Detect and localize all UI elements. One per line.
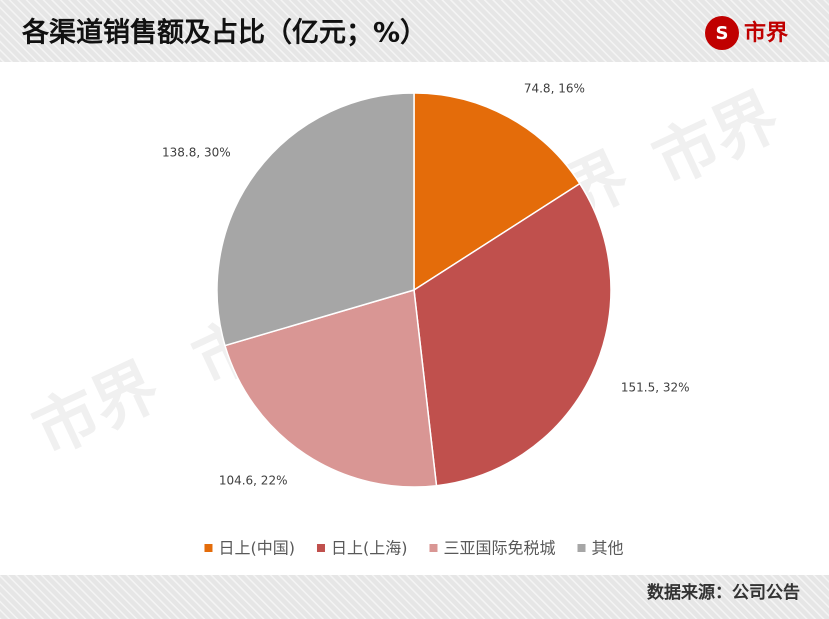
- chart-title: 各渠道销售额及占比（亿元；%）: [21, 17, 427, 49]
- legend-label: 日上(中国): [218, 539, 295, 558]
- source: 数据来源：公司公告: [647, 582, 800, 603]
- header-band: [0, 0, 829, 62]
- legend-swatch: [429, 544, 438, 552]
- legend-swatch: [577, 544, 586, 552]
- logo-icon: [705, 16, 739, 50]
- pie-slice: [413, 92, 581, 292]
- pie-slice: [224, 289, 438, 488]
- footer-band: [0, 575, 829, 619]
- logo-icon-mark: S: [716, 23, 729, 44]
- logo-text: 市界: [744, 20, 788, 46]
- watermark: 市界: [643, 79, 790, 200]
- legend-label: 三亚国际免税城: [443, 539, 555, 558]
- legend-label: 其他: [592, 539, 624, 558]
- legend-swatch: [204, 544, 213, 552]
- pie-slice: [216, 92, 415, 347]
- pie-slice: [413, 182, 612, 487]
- legend-label: 日上(上海): [331, 539, 408, 558]
- data-label: 104.6, 22%: [219, 473, 288, 487]
- data-label: 74.8, 16%: [524, 82, 585, 96]
- data-label: 151.5, 32%: [621, 381, 690, 395]
- legend-swatch: [316, 544, 325, 552]
- data-label: 138.8, 30%: [162, 145, 231, 159]
- watermark: 市界: [23, 349, 170, 470]
